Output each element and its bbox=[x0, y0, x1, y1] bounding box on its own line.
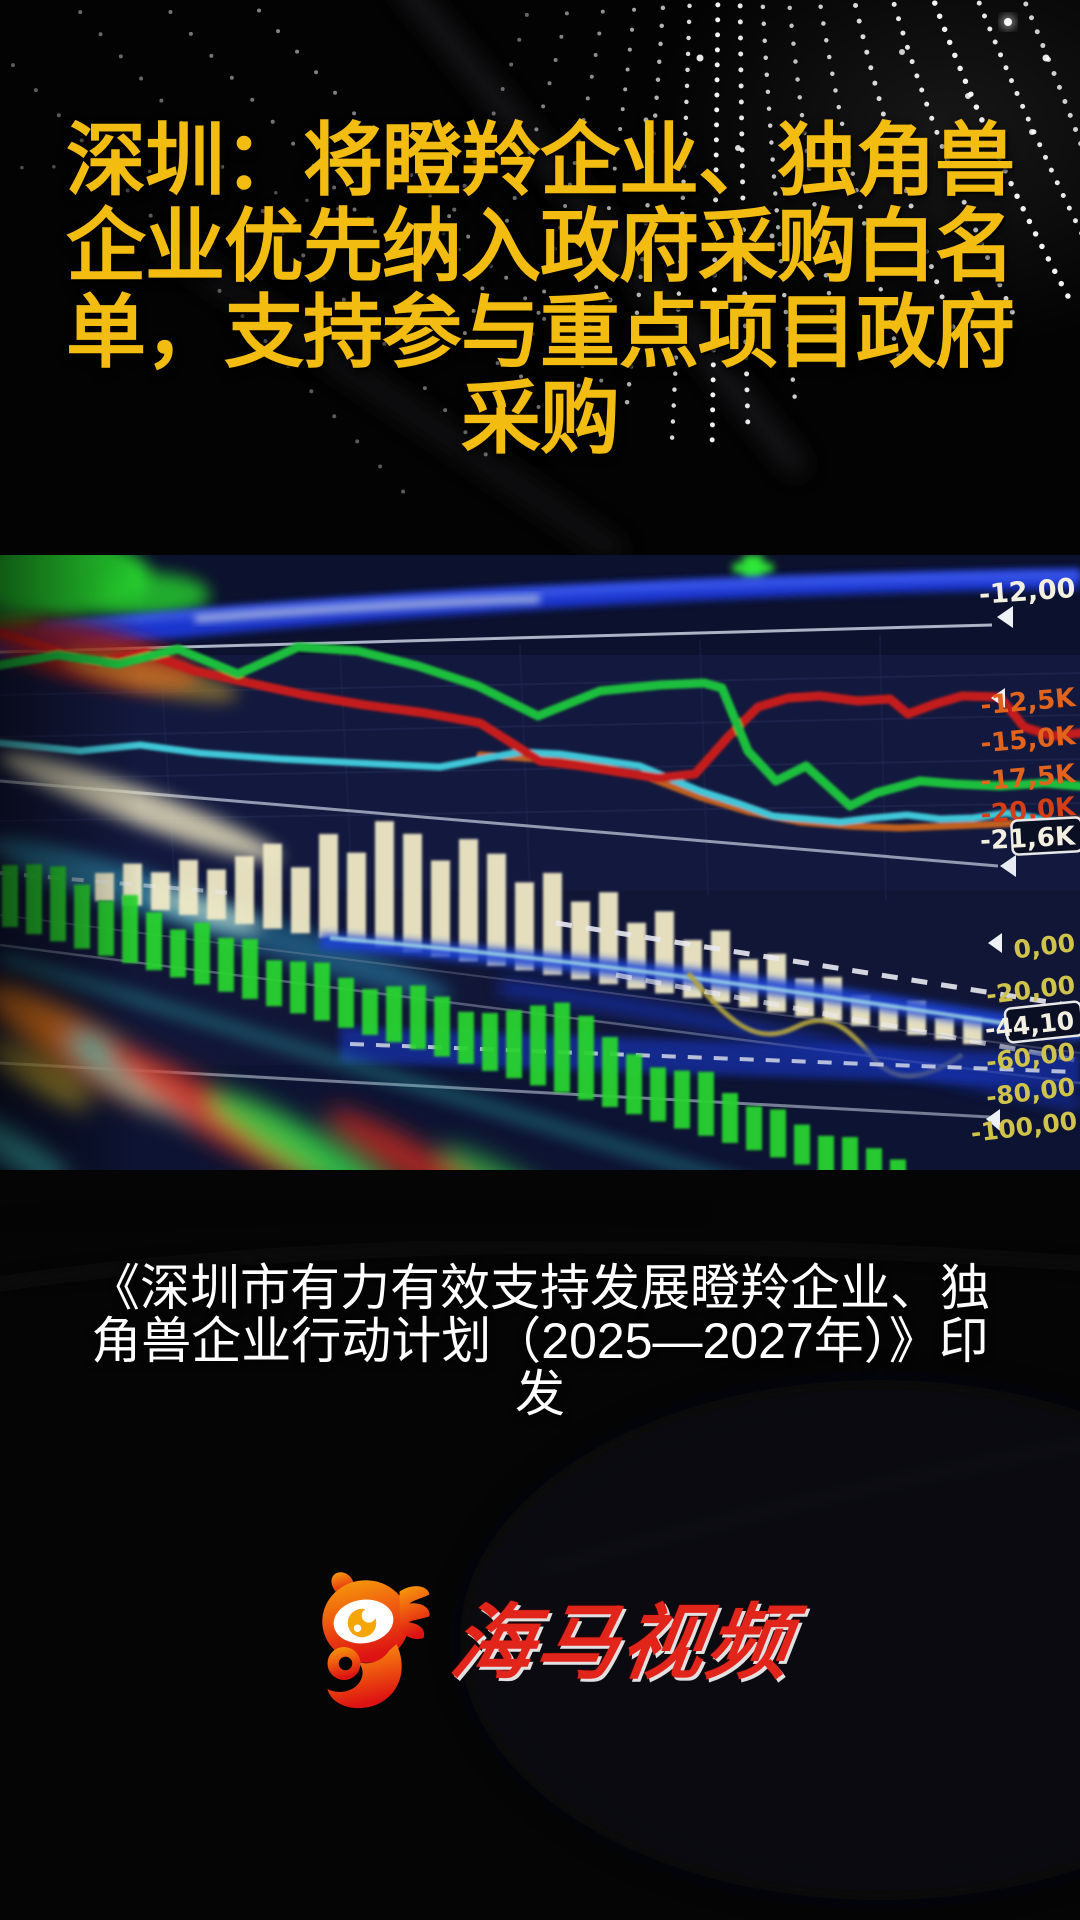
seahorse-logo-icon bbox=[322, 1572, 430, 1709]
stock-chart-photo: -12,00 -12,5K -15,0K -17,5K -20,0K -21,6… bbox=[0, 555, 1080, 1170]
edge-vignette bbox=[0, 555, 140, 1170]
price-tag-value: -21,6K bbox=[979, 821, 1076, 856]
axis-marker-icon bbox=[988, 933, 1002, 953]
axis-label: -12,00 bbox=[978, 573, 1077, 611]
caption-line: 发 bbox=[515, 1366, 565, 1422]
caption-line: 角兽企业行动计划（2025—2027年）》印 bbox=[91, 1313, 989, 1369]
headline-line: 深圳：将瞪羚企业、独角兽 bbox=[66, 116, 1015, 205]
axis-marker-icon bbox=[1000, 855, 1016, 877]
cream-histogram bbox=[95, 821, 982, 1045]
axis-marker-icon bbox=[997, 606, 1013, 628]
caption: 《深圳市有力有效支持发展瞪羚企业、独 角兽企业行动计划（2025—2027年）》… bbox=[0, 1262, 1080, 1421]
price-tag: -21,6K bbox=[979, 816, 1080, 856]
led-dots-background bbox=[0, 0, 1080, 555]
axis-marker-icon bbox=[991, 688, 1005, 708]
headline-line: 企业优先纳入政府采购白名 bbox=[66, 202, 1015, 291]
price-lines bbox=[0, 628, 1080, 832]
panel-divider bbox=[0, 779, 999, 868]
headline: 深圳：将瞪羚企业、独角兽 企业优先纳入政府采购白名 单，支持参与重点项目政府 采… bbox=[0, 118, 1080, 462]
caption-line: 《深圳市有力有效支持发展瞪羚企业、独 bbox=[90, 1260, 990, 1316]
bottom-sheen-background bbox=[0, 1170, 1080, 1920]
bright-dots bbox=[607, 14, 1050, 303]
headline-line: 单，支持参与重点项目政府 bbox=[66, 288, 1015, 377]
brand-name: 海马视频 bbox=[445, 1597, 799, 1689]
brand-logo: 海马视频 bbox=[0, 1560, 1080, 1710]
axis-marker-icon bbox=[986, 1109, 1000, 1131]
reference-line bbox=[0, 623, 993, 654]
right-axis-upper: -12,00 -12,5K -15,0K -17,5K -20,0K -21,6… bbox=[978, 573, 1080, 856]
price-tag: -44,10 bbox=[984, 1000, 1080, 1044]
headline-line: 采购 bbox=[461, 374, 620, 463]
